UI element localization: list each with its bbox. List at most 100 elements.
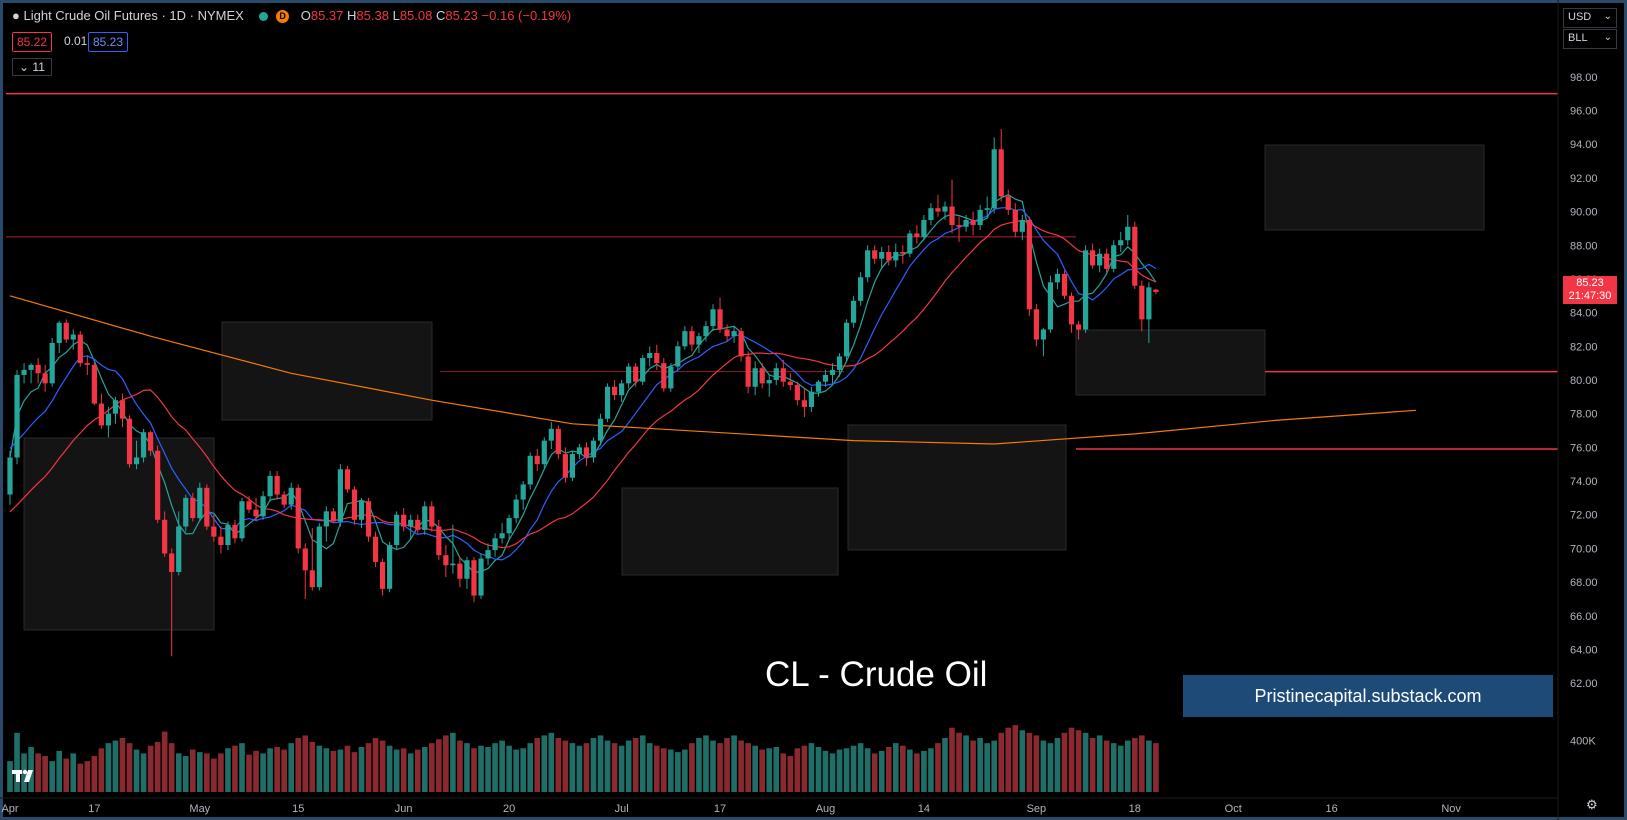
volume-bar [569, 743, 576, 792]
volume-bar [492, 743, 498, 792]
settings-gear-icon[interactable]: ⚙ [1586, 797, 1598, 812]
volume-bar [907, 749, 913, 792]
symbol-title[interactable]: Light Crude Oil Futures · 1D · NYMEX [23, 8, 244, 23]
sell-button[interactable]: 85.22 [12, 32, 53, 52]
candle-body [330, 511, 336, 522]
candle [246, 496, 252, 514]
candle-body [829, 369, 836, 375]
sma-long-line [9, 295, 1417, 445]
candle [260, 491, 266, 520]
volume-bar [562, 740, 569, 792]
candle-body [745, 356, 751, 387]
candle [239, 497, 245, 542]
volume-bar [478, 745, 484, 792]
candle [893, 243, 899, 268]
candle [506, 514, 512, 540]
candle [140, 428, 147, 463]
volume-bar [1075, 730, 1082, 792]
candle-body [998, 149, 1004, 197]
volume-bar [189, 749, 196, 792]
volume-bar [963, 735, 969, 792]
candle-body [133, 457, 140, 465]
volume-bar [668, 749, 674, 792]
volume-bar [316, 745, 323, 792]
volume-bar [119, 738, 126, 792]
candle [921, 214, 927, 241]
candle-body [84, 363, 90, 365]
candle-body [1090, 250, 1096, 266]
candle [436, 519, 442, 561]
candle-body [773, 368, 779, 380]
candle [604, 383, 611, 423]
candle [232, 519, 238, 544]
candle [1005, 189, 1011, 215]
candle-body [647, 353, 653, 359]
volume-bar [35, 753, 41, 792]
candle [675, 341, 681, 370]
currency-select[interactable]: USD ⌄ [1563, 8, 1617, 28]
candle-body [675, 346, 681, 367]
buy-button[interactable]: 85.23 [88, 32, 129, 52]
candle [204, 484, 210, 530]
spread-value: 0.01 [64, 34, 88, 48]
candle-body [56, 322, 62, 343]
candle-body [914, 233, 920, 237]
candle [597, 413, 604, 446]
volume-bar [555, 738, 562, 792]
candle-body [520, 484, 526, 500]
volume-bar [998, 732, 1005, 792]
time-tick-label: 16 [1326, 803, 1338, 815]
unit-select[interactable]: BLL ⌄ [1563, 29, 1617, 49]
candle [914, 225, 920, 244]
candle [822, 369, 829, 387]
candle-body [1125, 226, 1131, 241]
volume-bar [520, 748, 526, 792]
volume-bar [239, 743, 245, 792]
candle [7, 450, 13, 505]
time-tick-label: 17 [88, 803, 100, 815]
candle [28, 363, 34, 384]
candle [84, 356, 90, 375]
candle [309, 528, 315, 591]
candle [429, 501, 435, 532]
volume-bar [464, 743, 470, 792]
volume-bar [443, 735, 449, 792]
candle-body [169, 553, 175, 572]
price-tick-label: 98.00 [1570, 72, 1598, 84]
volume-bar [914, 753, 920, 792]
close-label: C [435, 8, 446, 23]
candle-body [239, 501, 245, 539]
candle-body [218, 536, 224, 546]
candle [513, 494, 519, 524]
candle [780, 359, 786, 387]
candle [162, 511, 168, 557]
tradingview-logo-icon [12, 769, 33, 782]
candle-body [583, 447, 590, 458]
chevron-down-icon: ⌄ [1603, 11, 1612, 22]
candle-body [28, 364, 34, 370]
candle-body [576, 447, 583, 455]
indicators-toggle[interactable]: ⌄ 11 [12, 58, 52, 76]
volume-bar [682, 749, 688, 792]
value-area-zone [23, 437, 215, 631]
candle [42, 364, 48, 392]
candle [766, 374, 772, 397]
market-status-icon [259, 12, 269, 22]
candle [1139, 280, 1145, 332]
candle-body [155, 450, 161, 520]
volume-bar [1033, 735, 1040, 792]
candle-body [619, 383, 625, 396]
unit-value: BLL [1568, 32, 1588, 44]
candle-body [1019, 220, 1025, 232]
candle-body [541, 440, 547, 465]
volume-bar [457, 740, 463, 792]
time-tick-label: Apr [1, 803, 18, 815]
tradingview-logo[interactable] [12, 768, 38, 789]
last-price-value: 85.23 [1576, 277, 1604, 289]
candle-body [963, 220, 969, 227]
volume-bar [780, 753, 787, 792]
candle [836, 353, 843, 377]
candle [1146, 282, 1152, 343]
volume-bar [267, 748, 273, 792]
